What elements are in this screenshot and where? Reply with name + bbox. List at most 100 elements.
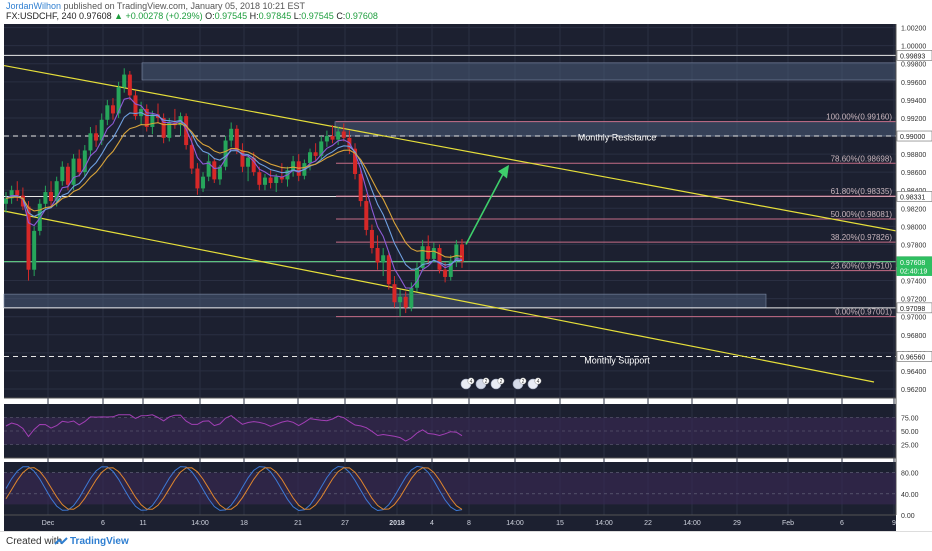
price-label: 0.99893: [900, 53, 925, 60]
candle-body: [420, 246, 425, 268]
candle-body: [116, 87, 121, 114]
created-with-text: Created with: [6, 536, 63, 547]
last-price: 0.97608: [79, 11, 112, 21]
price-tick-label: 0.99400: [901, 98, 926, 105]
candle-body: [127, 74, 132, 96]
candle-body: [437, 248, 442, 270]
candle-body: [60, 166, 65, 182]
stochastic-level-label: 0.00: [901, 513, 915, 520]
rsi-level-label: 25.00: [901, 443, 919, 450]
time-tick-label: 11: [139, 520, 146, 527]
candle-body: [398, 296, 403, 303]
candle-body: [71, 158, 76, 185]
candle-body: [279, 176, 284, 180]
candle-body: [319, 141, 324, 156]
candle-body: [229, 128, 234, 141]
low-label: L:: [293, 11, 302, 21]
price-label: 0.96560: [900, 354, 925, 361]
candle-body: [167, 122, 172, 138]
published-text: published on TradingView.com, January 05…: [63, 1, 306, 11]
annotation-label: Monthly Support: [584, 356, 650, 366]
time-tick-label: 2018: [389, 520, 405, 527]
price-chart[interactable]: 100.00%(0.99160) 78.60%(0.98698) 61.80%(0.…: [0, 22, 932, 531]
rsi-indicator: 75.00 50.00 25.00: [4, 414, 919, 450]
main-pane: [4, 24, 896, 398]
time-tick-label: 21: [294, 520, 302, 527]
projection-arrow: [465, 169, 506, 245]
trendlines: [3, 64, 897, 383]
candle-body: [43, 192, 48, 204]
candle-body: [32, 230, 37, 270]
fib-label: 78.60%(0.98698): [831, 154, 893, 163]
time-tick-label: 14:00: [683, 520, 701, 527]
author-link[interactable]: JordanWilhon: [6, 1, 62, 11]
rsi-line: [5, 414, 463, 442]
fib-label: 23.60%(0.97510): [831, 262, 893, 271]
footer: Created with TradingView: [0, 531, 932, 551]
price-tick-label: 0.97800: [901, 242, 926, 249]
candle-body: [189, 145, 194, 169]
candle-body: [234, 128, 239, 151]
event-count-badge: [497, 377, 505, 385]
open-label: O:: [205, 11, 215, 21]
close-value: 0.97608: [345, 11, 378, 21]
candle-body: [240, 150, 245, 167]
candle-body: [291, 161, 296, 171]
stochastic-band: [4, 472, 896, 505]
tradingview-brand[interactable]: TradingView: [70, 536, 129, 547]
price-label: 0.97608: [900, 260, 925, 267]
candle-body: [206, 161, 211, 177]
time-tick-label: 8: [467, 520, 471, 527]
price-tick-label: 0.99800: [901, 62, 926, 69]
time-tick-label: 22: [644, 520, 652, 527]
price-label: 0.99000: [900, 134, 925, 141]
candle-body: [88, 133, 93, 151]
event-badges: 4 2 2 2 4: [460, 377, 542, 390]
candle-body: [414, 267, 419, 288]
candle-body: [161, 117, 166, 138]
candle-body: [223, 140, 228, 167]
price-tick-label: 0.96400: [901, 369, 926, 376]
candle-body: [257, 172, 262, 185]
price-tick-label: 1.00000: [901, 44, 926, 51]
candle-body: [460, 244, 464, 262]
price-tick-label: 0.97000: [901, 315, 926, 322]
candle-body: [99, 119, 104, 141]
candle-body: [341, 131, 346, 138]
close-label: C:: [336, 11, 346, 21]
candle-body: [330, 136, 335, 140]
candle-body: [403, 296, 408, 308]
candle-body: [54, 181, 59, 202]
candle-body: [94, 133, 99, 141]
time-tick-label: 29: [733, 520, 741, 527]
time-tick-label: 14:00: [191, 520, 209, 527]
candle-body: [324, 136, 329, 142]
tradingview-logo-icon: [54, 537, 68, 545]
candle-body: [448, 260, 453, 277]
fib-retracement: 100.00%(0.99160) 78.60%(0.98698) 61.80%(0.…: [336, 113, 896, 318]
price-tick-label: 0.98200: [901, 206, 926, 213]
candle-body: [308, 152, 312, 164]
zone-box: [141, 62, 897, 81]
price-tick-label: 0.98800: [901, 152, 926, 159]
candle-body: [77, 158, 82, 173]
fib-label: 100.00%(0.99160): [826, 113, 892, 122]
time-tick-label: 15: [556, 520, 564, 527]
candle-body: [251, 157, 256, 173]
time-axis-area: [4, 515, 896, 531]
time-tick-label: 14:00: [506, 520, 524, 527]
price-label-box: [896, 191, 932, 202]
event-count-badge: [519, 377, 527, 385]
candle-body: [105, 105, 110, 120]
event-count-badge: [467, 377, 475, 385]
symbol-info: FX:USDCHF, 240 0.97608 ▲ +0.00278 (+0.29…: [6, 11, 378, 21]
candle-body: [184, 116, 189, 146]
price-tick-label: 0.98600: [901, 170, 926, 177]
candle-body: [201, 176, 206, 189]
event-count: 4: [537, 379, 540, 385]
candles: [4, 68, 464, 317]
ema-slow-line: [5, 122, 463, 258]
candle-body: [122, 74, 127, 88]
candle-body: [409, 287, 414, 308]
candle-body: [65, 166, 70, 185]
